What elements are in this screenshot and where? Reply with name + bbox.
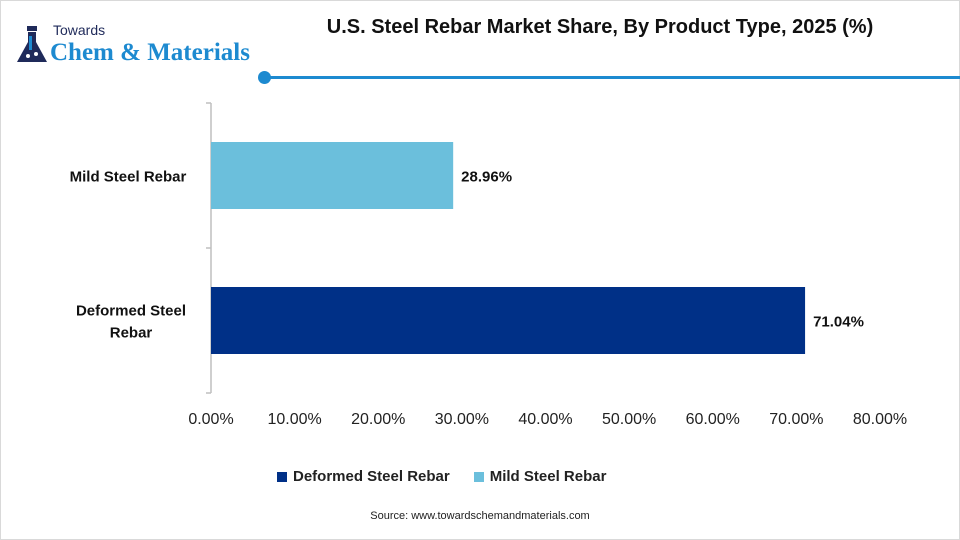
data-label: 28.96% (461, 169, 512, 186)
legend-item-deformed: Deformed Steel Rebar (277, 468, 450, 485)
x-tick-label: 10.00% (267, 411, 321, 428)
legend: Deformed Steel Rebar Mild Steel Rebar (277, 468, 606, 485)
x-tick-label: 60.00% (686, 411, 740, 428)
title-underline-dot (258, 71, 271, 84)
category-label: Mild Steel Rebar (70, 169, 187, 186)
logo: Towards Chem & Materials (16, 22, 266, 68)
logo-main: Chem & Materials (50, 39, 250, 66)
legend-label: Deformed Steel Rebar (293, 468, 450, 485)
category-label: Rebar (110, 325, 153, 342)
logo-towards: Towards (53, 22, 106, 38)
source-note: Source: www.towardschemandmaterials.com (370, 510, 590, 522)
title-underline (270, 76, 960, 79)
x-tick-label: 80.00% (853, 411, 907, 428)
legend-item-mild: Mild Steel Rebar (473, 468, 607, 485)
x-tick-label: 20.00% (351, 411, 405, 428)
x-tick-label: 50.00% (602, 411, 656, 428)
bar-deformed (211, 287, 806, 354)
x-tick-label: 0.00% (188, 411, 233, 428)
x-tick-label: 70.00% (769, 411, 823, 428)
data-label: 71.04% (813, 314, 864, 331)
legend-swatch (473, 471, 484, 482)
legend-swatch (277, 471, 287, 482)
legend-label: Mild Steel Rebar (489, 468, 607, 485)
chart-title: U.S. Steel Rebar Market Share, By Produc… (326, 16, 874, 38)
bar-mild (211, 142, 454, 209)
category-label: Deformed Steel (76, 303, 186, 320)
x-tick-label: 40.00% (518, 411, 572, 428)
flask-icon (17, 26, 47, 62)
x-tick-label: 30.00% (435, 411, 489, 428)
